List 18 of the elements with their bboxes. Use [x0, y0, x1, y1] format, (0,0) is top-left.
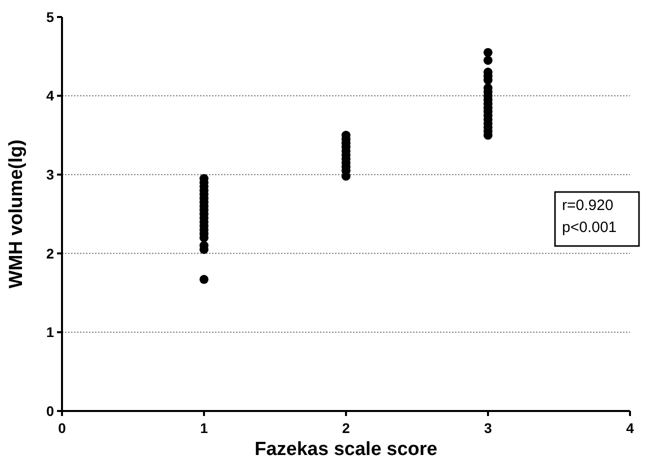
x-tick-label: 0: [58, 420, 66, 436]
y-axis-title: WMH volume(lg): [6, 140, 27, 288]
annotation: p<0.001: [562, 219, 617, 236]
y-tick-label: 3: [46, 166, 54, 182]
y-tick-label: 1: [46, 324, 54, 340]
x-tick-label: 4: [626, 420, 634, 436]
point: [484, 48, 492, 57]
point: [484, 56, 492, 65]
annotation: r=0.920: [562, 197, 614, 214]
y-tick-label: 2: [46, 245, 54, 262]
y-tick-label: 4: [46, 88, 54, 104]
x-tick-label: 3: [484, 420, 492, 436]
y-tick-label: 0: [46, 402, 54, 419]
x-tick-label: 2: [342, 420, 350, 436]
x-axis-title: Fazekas scale score: [254, 439, 438, 460]
y-tick-label: 5: [46, 8, 54, 25]
point: [200, 274, 208, 284]
x-tick-label: 1: [200, 420, 208, 436]
